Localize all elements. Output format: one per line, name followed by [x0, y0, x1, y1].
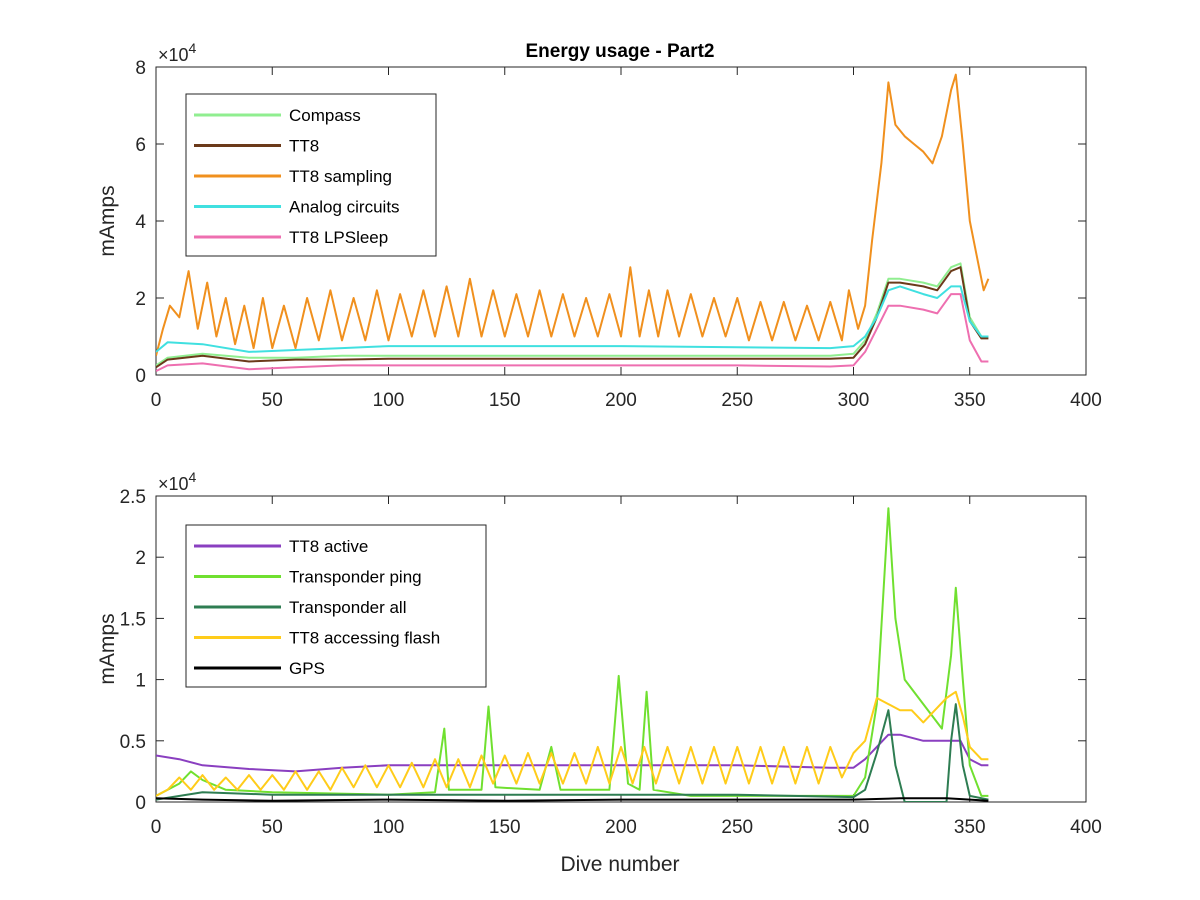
- y-tick-label: 0: [135, 793, 146, 814]
- y-tick-label: 1: [135, 671, 146, 692]
- x-tick-label: 200: [605, 390, 637, 411]
- y-axis-label: mAmps: [96, 613, 119, 684]
- series-group: [156, 507, 989, 802]
- series-group: [156, 73, 990, 372]
- x-tick-label: 50: [262, 817, 283, 838]
- x-tick-label: 400: [1070, 390, 1102, 411]
- y-tick-label: 0.5: [120, 732, 146, 753]
- legend-label: Compass: [289, 106, 361, 125]
- legend-label: TT8 LPSleep: [289, 228, 388, 247]
- legend-label: TT8 active: [289, 537, 368, 556]
- x-tick-label: 0: [151, 390, 162, 411]
- x-tick-label: 0: [151, 817, 162, 838]
- x-tick-label: 250: [721, 817, 753, 838]
- series-line-analog-circuits: [156, 285, 989, 353]
- series-line-tt8-sampling: [156, 73, 990, 357]
- legend-label: Transponder all: [289, 598, 407, 617]
- x-tick-label: 50: [262, 390, 283, 411]
- x-tick-label: 400: [1070, 817, 1102, 838]
- y-exponent-power: 4: [189, 469, 197, 485]
- legend-label: Transponder ping: [289, 568, 422, 587]
- y-exponent-power: 4: [189, 40, 197, 56]
- x-tick-label: 150: [489, 390, 521, 411]
- series-line-gps: [156, 797, 989, 802]
- series-line-tt8: [156, 266, 989, 369]
- y-tick-label: 2: [135, 289, 146, 310]
- legend-label: TT8 sampling: [289, 167, 392, 186]
- legend-label: GPS: [289, 659, 325, 678]
- x-tick-label: 300: [838, 817, 870, 838]
- series-line-transponder-all: [156, 703, 989, 802]
- x-tick-label: 100: [373, 817, 405, 838]
- y-tick-label: 8: [135, 58, 146, 79]
- x-tick-label: 250: [721, 390, 753, 411]
- series-line-compass: [156, 262, 989, 367]
- series-line-tt8-active: [156, 733, 989, 773]
- x-tick-label: 200: [605, 817, 637, 838]
- legend-label: Analog circuits: [289, 198, 400, 217]
- panel-bottom: 0 50 100 150 200 250 300 350 400 0 0.5 1 1.5 2 2.5 ×104…: [96, 469, 1102, 876]
- x-tick-label: 300: [838, 390, 870, 411]
- legend-label: TT8 accessing flash: [289, 629, 440, 648]
- x-tick-label: 350: [954, 390, 986, 411]
- x-axis-label: Dive number: [560, 853, 679, 876]
- y-exponent-label: ×104: [158, 40, 197, 65]
- y-tick-label: 1.5: [120, 609, 146, 630]
- y-tick-label: 4: [135, 212, 146, 233]
- x-tick-label: 350: [954, 817, 986, 838]
- y-tick-label: 0: [135, 366, 146, 387]
- y-exponent-label: ×104: [158, 469, 197, 494]
- y-axis-label: mAmps: [96, 185, 119, 256]
- chart-title: Energy usage - Part2: [525, 41, 714, 62]
- series-line-tt8-accessing-flash: [156, 690, 989, 797]
- panel-top: 0 50 100 150 200 250 300 350 400 0 2 4 6 8 ×104 mAmps Co…: [96, 40, 1102, 411]
- x-tick-label: 100: [373, 390, 405, 411]
- y-tick-label: 2: [135, 548, 146, 569]
- legend-label: TT8: [289, 137, 319, 156]
- series-line-tt8-lpsleep: [156, 293, 989, 372]
- x-tick-label: 150: [489, 817, 521, 838]
- y-tick-label: 2.5: [120, 487, 146, 508]
- y-tick-label: 6: [135, 135, 146, 156]
